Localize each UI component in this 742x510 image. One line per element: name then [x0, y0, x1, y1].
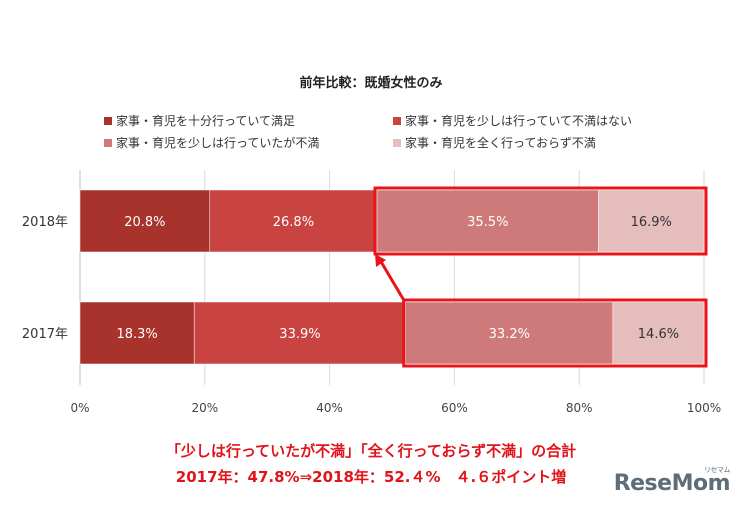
legend-item-1: 家事・育児を十分行っていて満足 [104, 112, 295, 129]
legend-swatch-2 [393, 116, 401, 125]
trend-arrow-head [375, 254, 387, 267]
legend-label-1: 家事・育児を十分行っていて満足 [116, 114, 296, 128]
chart-title: 前年比較：既婚女性のみ [299, 76, 443, 91]
resemom-logo-text: ReseMom [613, 471, 731, 496]
legend-item-4: 家事・育児を全く行っておらず不満 [393, 134, 596, 151]
x-tick-label: 100% [687, 401, 721, 415]
bar-segment [612, 301, 705, 365]
x-tick-label: 20% [191, 401, 218, 415]
x-tick-label: 0% [70, 401, 89, 415]
bar-segment [79, 189, 211, 253]
legend-swatch-4 [393, 138, 401, 147]
x-tick-label: 80% [566, 401, 593, 415]
data-label: 33.9% [279, 327, 320, 342]
legend-label-3: 家事・育児を少しは行っていたが不満 [116, 136, 320, 150]
summary-note-line2: 2017年：47.8%⇒2018年：52.４% ４.６ポイント増 [175, 468, 567, 486]
x-tick-label: 40% [316, 401, 343, 415]
category-label: 2018年 [22, 215, 68, 230]
data-label: 14.6% [638, 327, 679, 342]
legend-swatch-1 [104, 116, 112, 125]
legend-label-4: 家事・育児を全く行っておらず不満 [405, 136, 596, 150]
bar-segment [598, 189, 705, 253]
data-label: 16.9% [631, 215, 672, 230]
bar-segment [405, 301, 614, 365]
resemom-logo: リセマム ReseMom [613, 466, 731, 496]
data-label: 33.2% [489, 327, 530, 342]
data-label: 26.8% [273, 215, 314, 230]
highlight-box [402, 298, 708, 368]
data-label: 20.8% [124, 215, 165, 230]
stacked-bar-chart: 0% 20% 40% 60% 80% 100% 20.8% 26.8% 35.5% 16.9% 20… [22, 170, 721, 415]
resemom-logo-small: リセマム [704, 466, 731, 474]
data-label: 35.5% [467, 215, 508, 230]
highlight-box [373, 186, 708, 256]
category-label: 2017年 [22, 327, 68, 342]
data-label: 18.3% [116, 327, 157, 342]
legend-item-2: 家事・育児を少しは行っていて不満はない [393, 112, 632, 129]
legend-item-3: 家事・育児を少しは行っていたが不満 [104, 134, 319, 151]
legend-swatch-3 [104, 138, 112, 147]
legend-label-2: 家事・育児を少しは行っていて不満はない [405, 114, 633, 128]
trend-arrow-line [378, 259, 406, 301]
x-tick-label: 60% [441, 401, 468, 415]
bar-segment [193, 301, 406, 365]
summary-note-line1: 「少しは行っていたが不満」「全く行っておらず不満」の合計 [165, 442, 577, 460]
